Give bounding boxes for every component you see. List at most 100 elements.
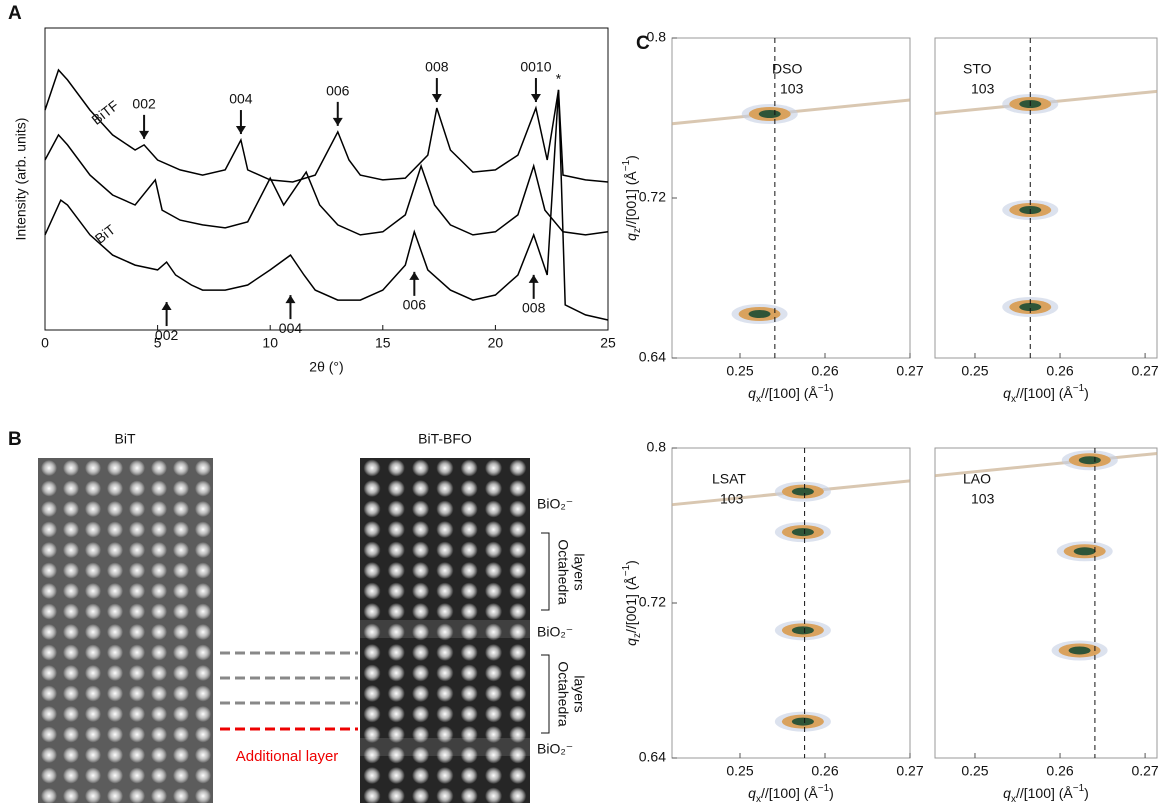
axis-label-part: −1 xyxy=(621,564,632,576)
x-tick-label: 25 xyxy=(600,335,616,351)
peak-label: 002 xyxy=(132,96,156,112)
x-tick-label: 0.26 xyxy=(811,363,838,379)
arrow-head xyxy=(530,94,541,103)
axis-label-part: q xyxy=(1003,785,1011,801)
axis-label-part: q xyxy=(623,233,639,241)
x-tick-label: 0.25 xyxy=(961,763,988,779)
axis-label-part: //[100] (Å xyxy=(1016,785,1073,801)
panel-label: A xyxy=(8,3,22,24)
axis-label: qx//[100] (Å−1) xyxy=(748,783,834,805)
axis-label-part: −1 xyxy=(818,383,830,394)
map-frame xyxy=(934,447,1158,759)
axis-label-part: q xyxy=(748,785,756,801)
arrow-head xyxy=(161,302,172,311)
axis-label-part: //[100] (Å xyxy=(1016,385,1073,401)
layer-lines xyxy=(220,651,358,705)
y-tick-label: 0.8 xyxy=(647,439,667,455)
xrd-curve xyxy=(44,68,609,183)
layer-label: BiO₂⁻ xyxy=(537,741,573,757)
x-tick-label: 0.27 xyxy=(896,363,923,379)
map-frame xyxy=(671,37,911,359)
peak-label: 006 xyxy=(326,83,350,99)
curve-label: BiTF xyxy=(88,97,121,128)
stem-image xyxy=(360,458,530,803)
x-tick-label: 10 xyxy=(262,335,278,351)
x-tick-label: 15 xyxy=(375,335,391,351)
x-tick-label: 0.27 xyxy=(1131,363,1158,379)
spot-core xyxy=(791,487,814,496)
peak-label: 008 xyxy=(425,59,449,75)
arrow-head xyxy=(409,271,420,280)
spot-core xyxy=(791,717,814,726)
stem-image xyxy=(38,458,213,803)
bracket-label: layers xyxy=(571,675,587,712)
axis-label-part: x xyxy=(756,394,761,405)
spot-core xyxy=(791,626,814,635)
axis-label: qz//[001] (Å−1) xyxy=(621,560,643,646)
arrow-head xyxy=(285,295,296,304)
axis-label-part: //[001] (Å xyxy=(623,576,639,633)
xrd-curve xyxy=(44,133,609,236)
axis-label-part: ) xyxy=(829,785,834,801)
panel-label: B xyxy=(8,429,22,450)
bracket-label: Octahedra xyxy=(555,661,571,727)
axis-label-part: q xyxy=(1003,385,1011,401)
map-label: DSO xyxy=(772,61,802,77)
axis-label: qz//[001] (Å−1) xyxy=(621,155,643,241)
y-tick-label: 0.8 xyxy=(647,29,667,45)
arrow-head xyxy=(332,117,343,126)
spot-core xyxy=(1073,547,1096,556)
stem-panel: BiT BiT-BFO Additional layer BiO₂⁻ BiO₂⁻… xyxy=(38,431,587,803)
axis-label-part: −1 xyxy=(1073,383,1085,394)
axis-label: qx//[100] (Å−1) xyxy=(1003,383,1089,405)
arrow-head xyxy=(139,130,150,139)
spot-core xyxy=(791,528,814,537)
stem-band xyxy=(360,738,530,756)
x-tick-label: 0.27 xyxy=(896,763,923,779)
arrow-head xyxy=(235,126,246,135)
image-title: BiT xyxy=(115,431,136,447)
x-tick-label: 0.27 xyxy=(1131,763,1158,779)
spot-core xyxy=(748,310,771,318)
map-label: LAO xyxy=(963,471,991,487)
axis-label-part: ) xyxy=(1084,785,1089,801)
axis-label-part: z xyxy=(632,633,643,638)
axis-label-part: ) xyxy=(829,385,834,401)
axis-label-part: ) xyxy=(623,560,639,565)
peak-label: 004 xyxy=(229,91,253,107)
bracket-label: Octahedra xyxy=(555,539,571,605)
x-tick-label: 20 xyxy=(488,335,504,351)
x-tick-label: 0.25 xyxy=(726,763,753,779)
stem-band xyxy=(360,620,530,638)
curve-label: BiT xyxy=(92,221,119,247)
map-label: 103 xyxy=(780,81,804,97)
x-tick-label: 5 xyxy=(154,335,162,351)
bracket xyxy=(541,654,550,734)
y-tick-label: 0.64 xyxy=(639,749,666,765)
layer-label: BiO₂⁻ xyxy=(537,624,573,640)
map-label: 103 xyxy=(720,491,744,507)
xrd-curve xyxy=(44,89,609,321)
spot-core xyxy=(1078,456,1101,465)
x-tick-label: 0.25 xyxy=(726,363,753,379)
image-title: BiT-BFO xyxy=(418,431,472,447)
axis-label: qx//[100] (Å−1) xyxy=(748,383,834,405)
axis-label-part: q xyxy=(748,385,756,401)
spot-core xyxy=(1019,303,1042,311)
axis-label-part: x xyxy=(1011,794,1016,805)
x-tick-label: 0.26 xyxy=(1046,763,1073,779)
peak-label: 002 xyxy=(155,327,179,343)
x-tick-label: 0.26 xyxy=(811,763,838,779)
y-tick-label: 0.72 xyxy=(639,189,666,205)
peak-label: 004 xyxy=(279,320,303,336)
x-tick-label: 0 xyxy=(41,335,49,351)
spot-core xyxy=(1068,646,1091,655)
map-label: 103 xyxy=(971,81,995,97)
map-label: 103 xyxy=(971,491,995,507)
bracket xyxy=(541,532,550,611)
y-axis-label: Intensity (arb. units) xyxy=(13,118,29,241)
map-label: LSAT xyxy=(712,471,746,487)
axis-label-part: x xyxy=(1011,394,1016,405)
peak-label: 008 xyxy=(522,300,546,316)
